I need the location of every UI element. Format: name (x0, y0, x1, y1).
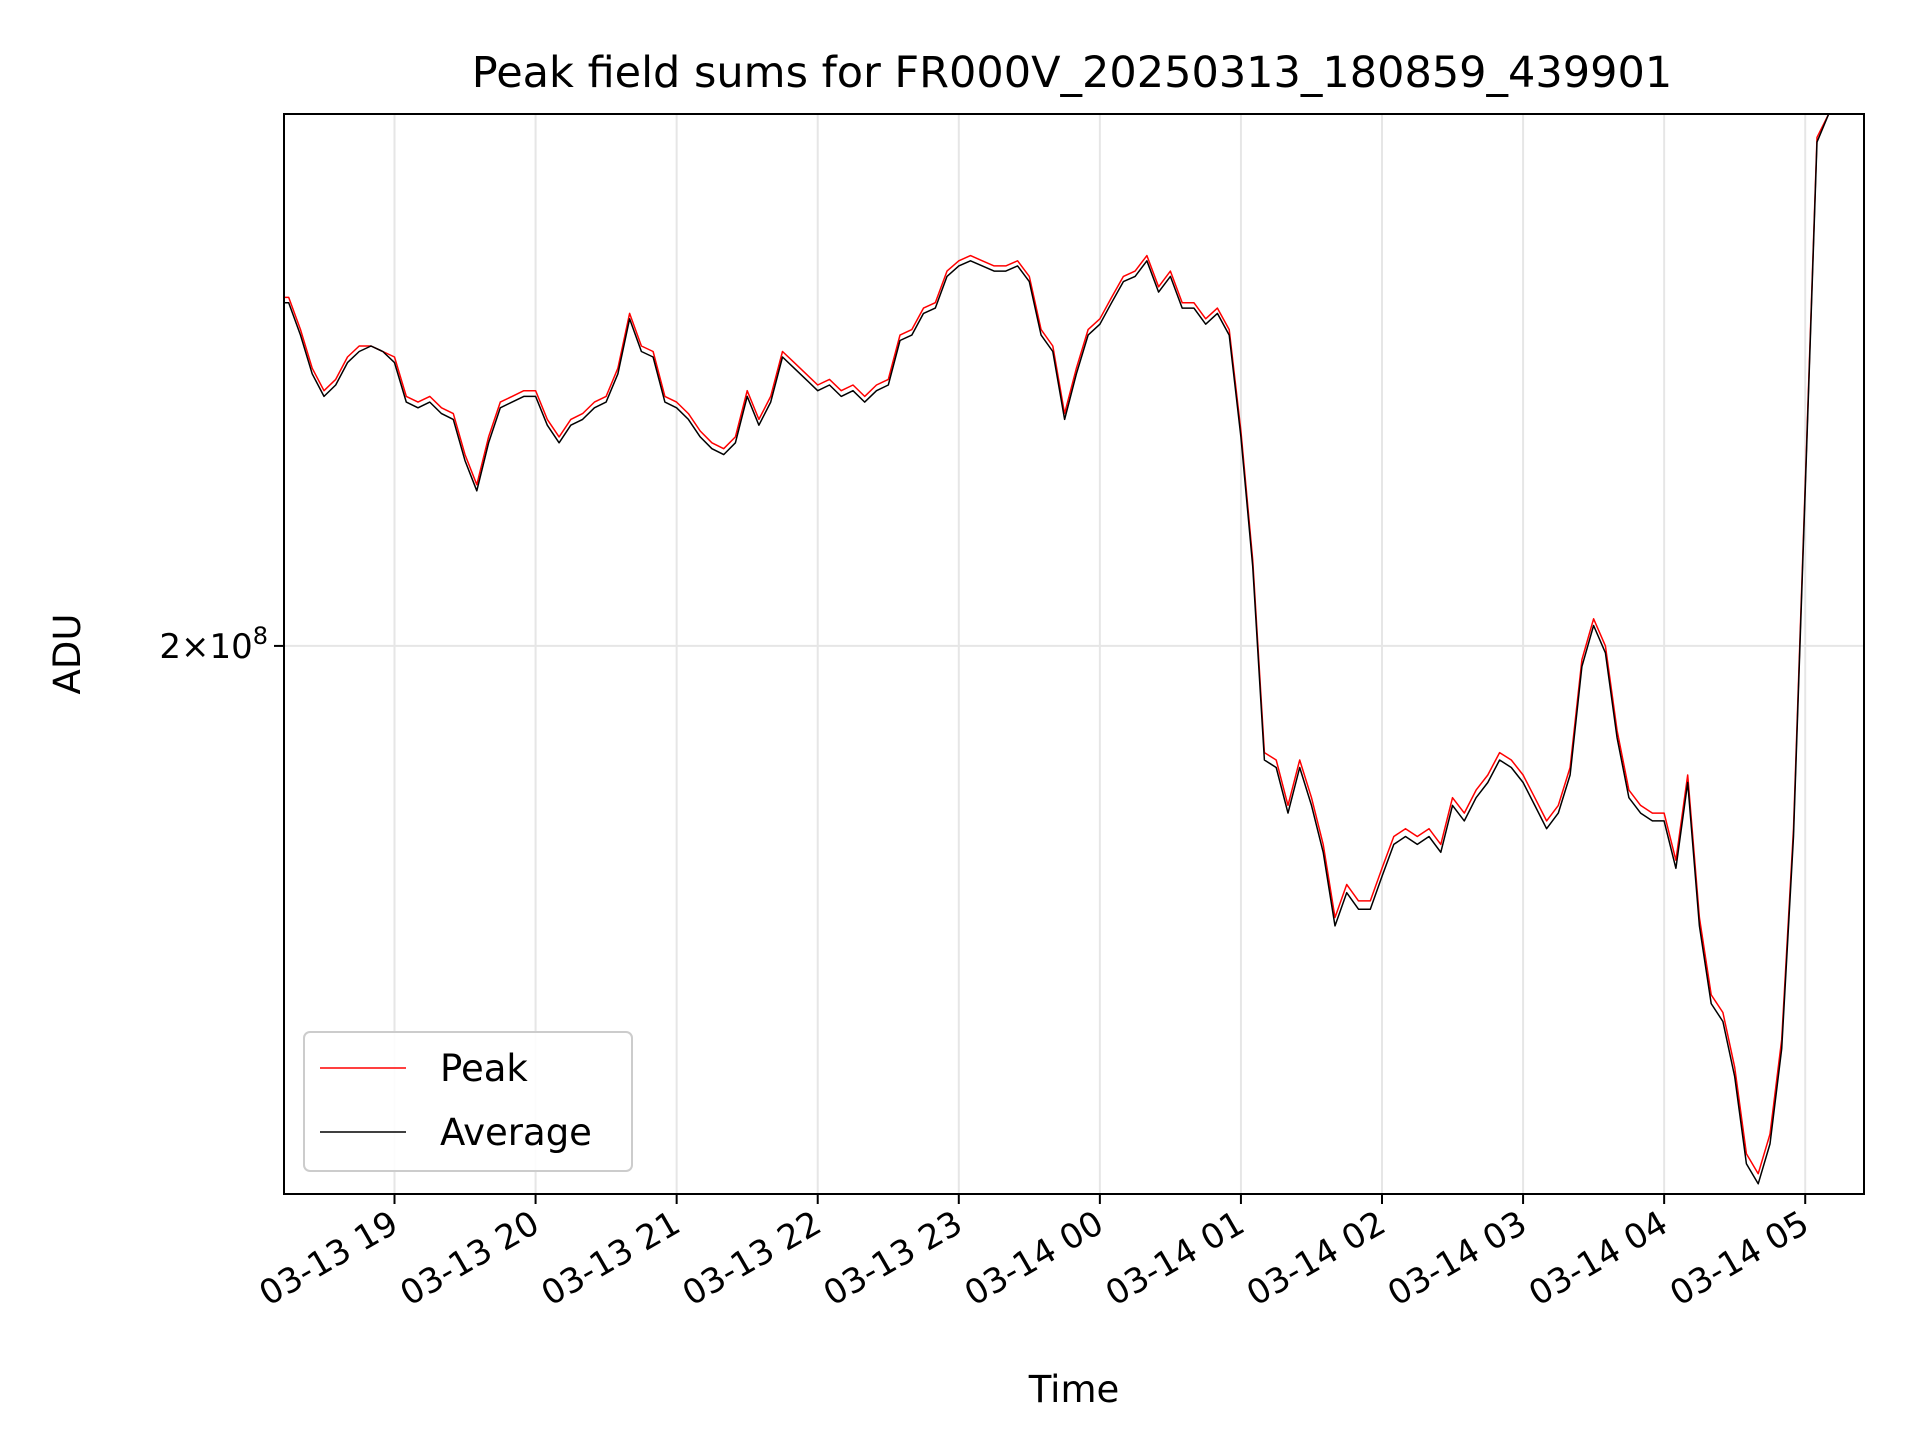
y-axis-label: ADU (46, 614, 89, 695)
legend-label-average: Average (440, 1111, 592, 1154)
legend-box (303, 1031, 633, 1172)
plot-frame (283, 113, 1865, 1195)
chart-title: Peak field sums for FR000V_20250313_1808… (472, 48, 1672, 98)
y-tick-label: 2×108 (159, 622, 268, 667)
gridlines (284, 114, 1864, 1194)
y-ticks: 2×108 (159, 622, 284, 667)
x-axis-label: Time (1028, 1368, 1120, 1411)
series-line-peak (284, 114, 1830, 1175)
legend: Peak Average (303, 1031, 633, 1172)
legend-label-peak: Peak (440, 1047, 528, 1090)
series-layer (284, 114, 1830, 1185)
series-line-average (284, 114, 1830, 1185)
